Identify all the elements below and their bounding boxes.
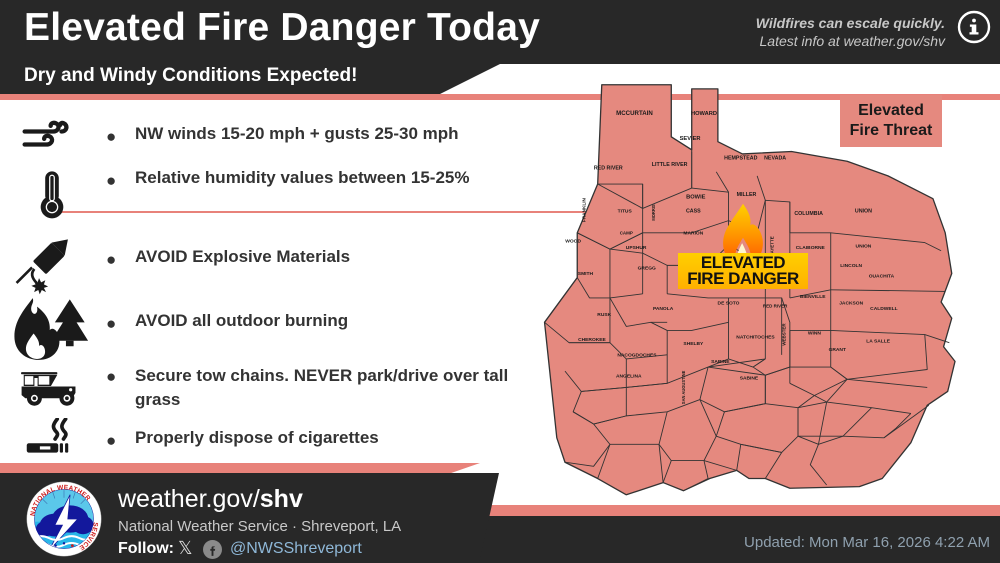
svg-text:MCCURTAIN: MCCURTAIN <box>616 110 653 117</box>
svg-text:NEVADA: NEVADA <box>764 156 786 162</box>
svg-text:JACKSON: JACKSON <box>839 300 863 306</box>
svg-text:HOWARD: HOWARD <box>691 111 717 117</box>
svg-text:MARION: MARION <box>683 230 703 236</box>
svg-text:WOOD: WOOD <box>565 239 581 245</box>
svg-text:COLUMBIA: COLUMBIA <box>794 211 823 217</box>
svg-text:SABINE: SABINE <box>711 359 730 365</box>
svg-text:OUACHITA: OUACHITA <box>869 274 895 280</box>
svg-text:NACOGDOCHES: NACOGDOCHES <box>617 352 657 358</box>
svg-text:RED RIVER: RED RIVER <box>594 165 623 171</box>
svg-text:WEBSTER: WEBSTER <box>782 323 787 346</box>
svg-text:CLAIBORNE: CLAIBORNE <box>796 245 826 251</box>
svg-text:HEMPSTEAD: HEMPSTEAD <box>724 156 758 162</box>
svg-text:MILLER: MILLER <box>737 192 757 198</box>
svg-text:LA SALLE: LA SALLE <box>866 339 890 345</box>
svg-text:LINCOLN: LINCOLN <box>840 263 862 269</box>
svg-text:UPSHUR: UPSHUR <box>626 245 647 251</box>
svg-text:CALDWELL: CALDWELL <box>870 306 897 312</box>
svg-text:CAMP: CAMP <box>620 230 633 235</box>
svg-text:BOWIE: BOWIE <box>686 195 706 201</box>
svg-text:SABINE: SABINE <box>740 375 759 381</box>
svg-text:PANOLA: PANOLA <box>653 306 674 312</box>
svg-text:UNION: UNION <box>855 209 872 215</box>
svg-text:NATCHITOCHES: NATCHITOCHES <box>736 335 775 341</box>
svg-text:RED RIVER: RED RIVER <box>763 304 788 309</box>
svg-text:GRANT: GRANT <box>829 347 846 353</box>
svg-text:SAN AUGUSTINE: SAN AUGUSTINE <box>681 370 686 404</box>
svg-text:BIENVILLE: BIENVILLE <box>800 294 826 300</box>
svg-text:SHELBY: SHELBY <box>683 341 704 347</box>
svg-text:MORRIS: MORRIS <box>651 204 656 220</box>
svg-text:GREGG: GREGG <box>638 265 656 271</box>
svg-text:CASS: CASS <box>686 209 701 215</box>
svg-text:TITUS: TITUS <box>618 209 633 215</box>
svg-text:ANGELINA: ANGELINA <box>616 374 642 380</box>
svg-text:RUSK: RUSK <box>597 312 611 318</box>
svg-text:DE SOTO: DE SOTO <box>718 300 740 306</box>
svg-text:UNION: UNION <box>856 243 872 249</box>
svg-text:SEVIER: SEVIER <box>680 136 701 142</box>
svg-text:LITTLE RIVER: LITTLE RIVER <box>652 162 688 168</box>
svg-text:SMITH: SMITH <box>578 271 594 277</box>
svg-text:CHEROKEE: CHEROKEE <box>578 337 606 343</box>
svg-text:WINN: WINN <box>808 331 822 337</box>
svg-text:FRANKLIN: FRANKLIN <box>581 197 587 222</box>
